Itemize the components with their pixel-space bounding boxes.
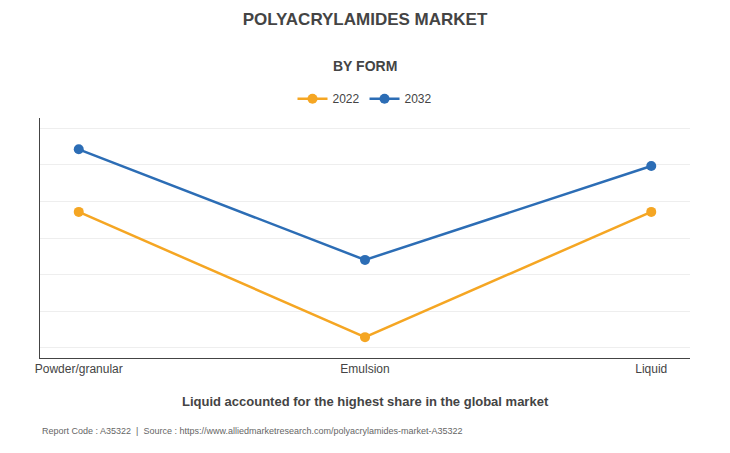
svg-text:Liquid: Liquid xyxy=(635,362,667,376)
svg-text:Liquid accounted for the highe: Liquid accounted for the highest share i… xyxy=(182,394,549,409)
svg-text:Powder/granular: Powder/granular xyxy=(35,362,123,376)
svg-text:2022: 2022 xyxy=(333,92,360,106)
svg-text:BY FORM: BY FORM xyxy=(333,58,397,74)
svg-text:Emulsion: Emulsion xyxy=(340,362,389,376)
svg-text:2032: 2032 xyxy=(405,92,432,106)
svg-text:Report Code : A35322 | Sourc: Report Code : A35322 | Source : https://… xyxy=(42,426,463,436)
svg-text:POLYACRYLAMIDES MARKET: POLYACRYLAMIDES MARKET xyxy=(243,10,488,29)
